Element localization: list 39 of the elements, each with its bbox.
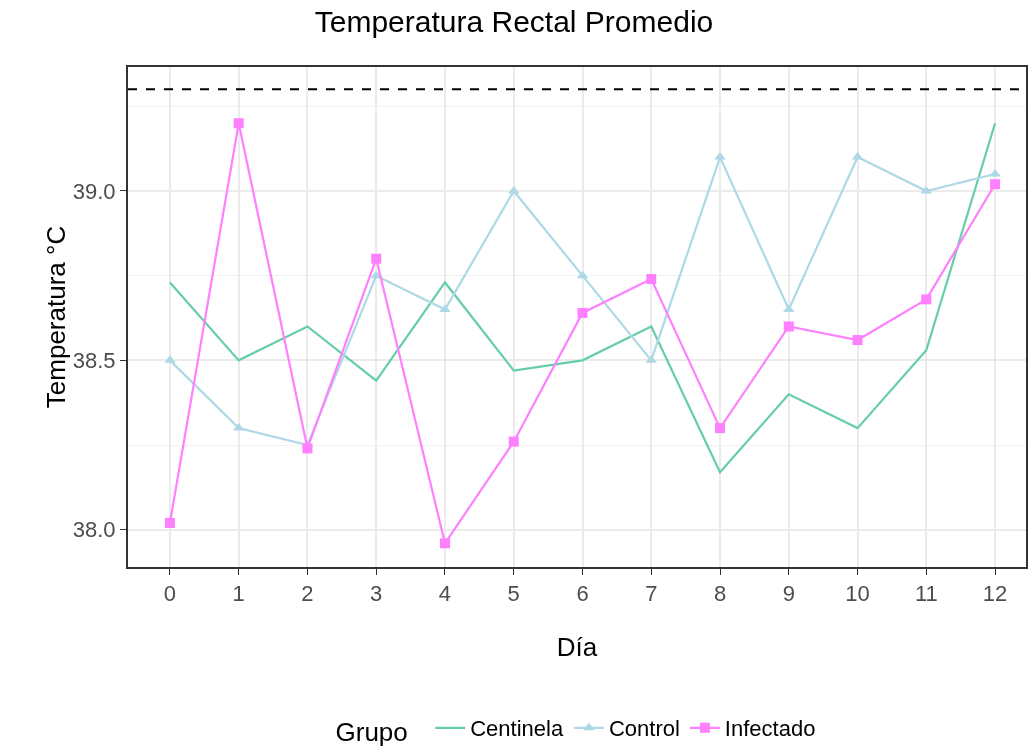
point — [990, 179, 1001, 190]
point — [783, 321, 794, 332]
legend-label: Infectado — [724, 716, 816, 742]
y-tick-label: 39.0 — [72, 178, 116, 204]
x-tick-label: 7 — [645, 581, 658, 607]
x-tick-label: 11 — [914, 581, 938, 607]
point — [852, 335, 863, 346]
legend-label: Control — [608, 716, 680, 742]
x-tick-label: 2 — [301, 581, 314, 607]
legend-title: Grupo — [335, 716, 423, 747]
point — [783, 304, 795, 313]
y-tick-label: 38.0 — [72, 517, 116, 543]
x-tick-label: 10 — [845, 581, 870, 607]
point — [508, 436, 519, 447]
line-series — [168, 122, 997, 474]
point — [646, 274, 657, 285]
x-tick-label: 0 — [163, 581, 177, 607]
x-tick-label: 1 — [232, 581, 245, 607]
point — [439, 538, 450, 549]
point — [164, 517, 175, 528]
point — [715, 423, 726, 434]
x-tick-label: 4 — [438, 581, 452, 607]
x-tick-label: 12 — [982, 581, 1008, 607]
y-tick-label: 38.5 — [72, 348, 116, 374]
legend-label: Centinela — [470, 716, 564, 742]
x-tick-label: 5 — [507, 581, 520, 607]
point — [302, 443, 313, 454]
x-axis-title: Día — [556, 632, 598, 662]
x-tick-label: 6 — [576, 581, 589, 607]
point — [371, 253, 382, 264]
x-tick-label: 3 — [370, 581, 383, 607]
chart-title: Temperatura Rectal Promedio — [314, 5, 714, 39]
point — [233, 118, 244, 129]
point — [577, 307, 588, 318]
x-tick-label: 8 — [713, 581, 727, 607]
point — [921, 294, 932, 305]
x-tick-label: 9 — [782, 581, 795, 607]
point — [439, 304, 451, 313]
y-axis-title: Temperatura °C — [40, 225, 71, 409]
